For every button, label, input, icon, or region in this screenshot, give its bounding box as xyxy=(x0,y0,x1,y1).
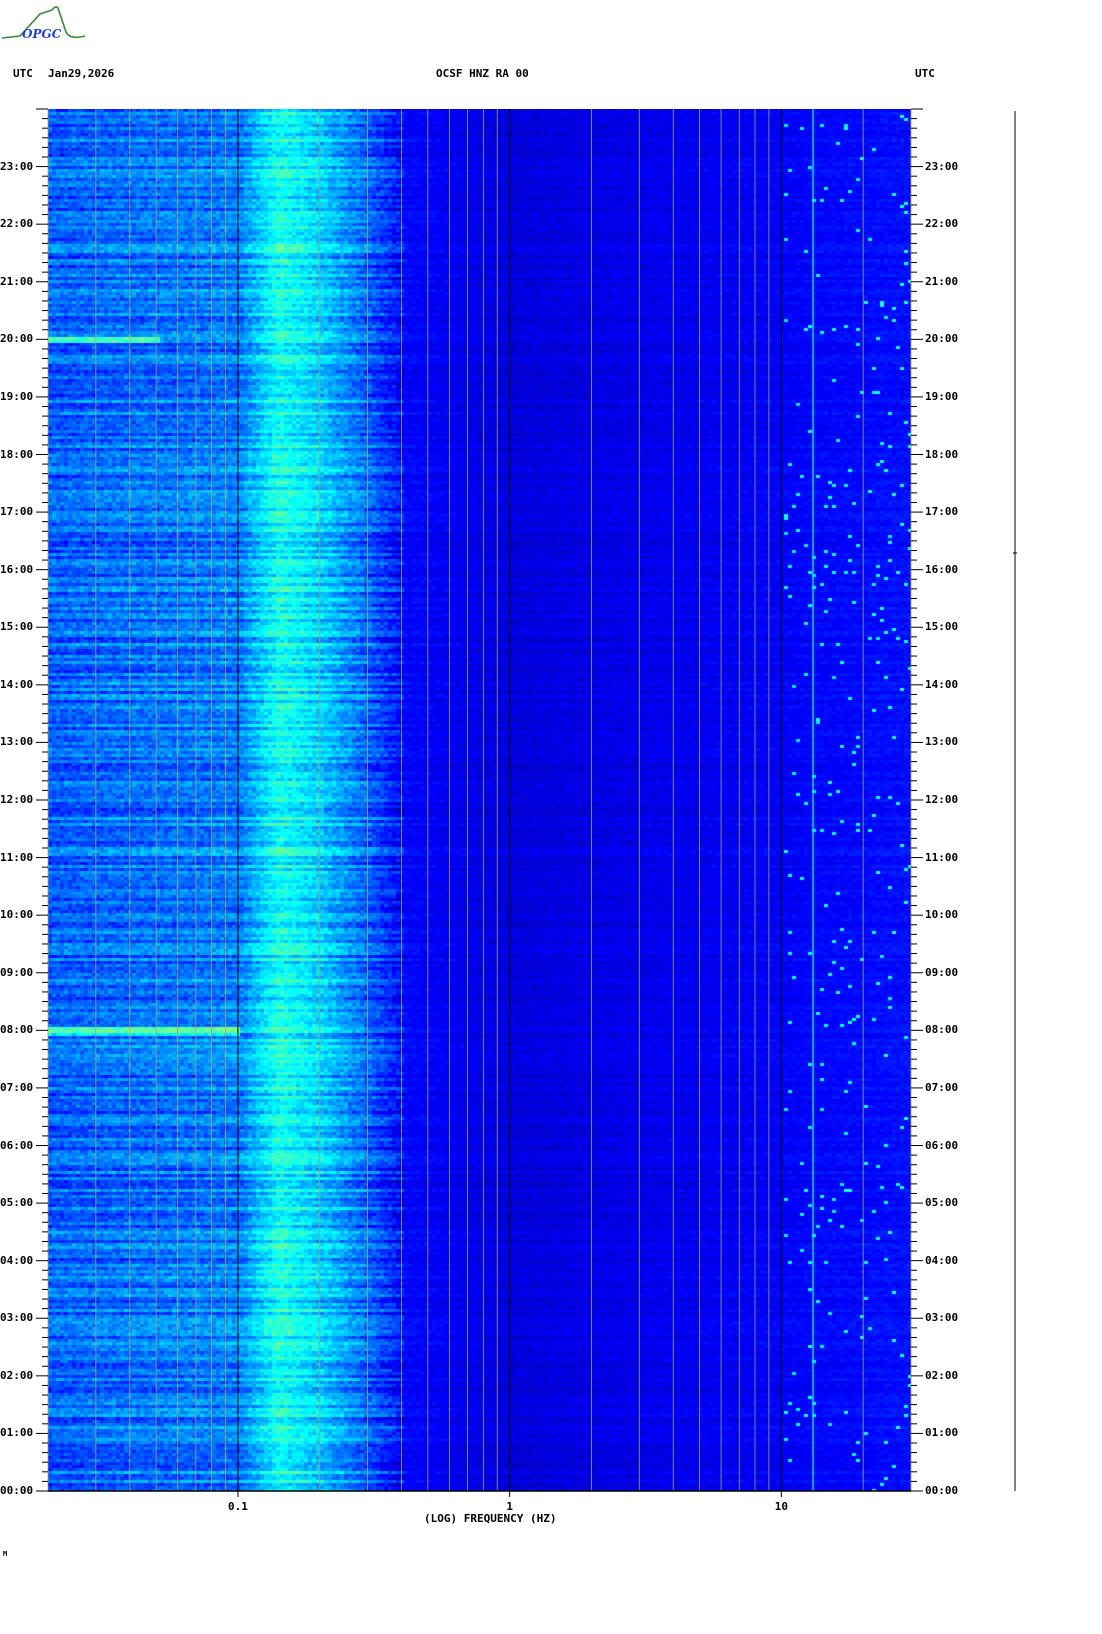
y-tick-label-right: 23:00 xyxy=(925,159,959,173)
y-tick-label-right: 02:00 xyxy=(925,1368,959,1382)
y-tick-label-left: 11:00 xyxy=(0,850,34,864)
y-tick-label-right: 05:00 xyxy=(925,1196,959,1210)
spectrogram-plot-area xyxy=(48,109,911,1491)
y-tick-label-right: 13:00 xyxy=(925,735,959,749)
y-tick-label-left: 07:00 xyxy=(0,1080,34,1094)
y-tick-label-right: 01:00 xyxy=(925,1426,959,1440)
y-tick-label-right: 10:00 xyxy=(925,908,959,922)
y-tick-label-right: 14:00 xyxy=(925,677,959,691)
y-tick-label-left: 09:00 xyxy=(0,965,34,979)
y-tick-label-right: 22:00 xyxy=(925,217,959,231)
y-tick-label-left: 04:00 xyxy=(0,1253,34,1267)
y-tick-label-left: 17:00 xyxy=(0,505,34,519)
y-tick-label-right: 04:00 xyxy=(925,1253,959,1267)
y-tick-label-right: 06:00 xyxy=(925,1138,959,1152)
y-tick-label-left: 05:00 xyxy=(0,1196,34,1210)
y-tick-label-left: 01:00 xyxy=(0,1426,34,1440)
y-tick-label-left: 15:00 xyxy=(0,620,34,634)
opgc-logo: OPGC xyxy=(1,6,86,41)
y-tick-label-left: 14:00 xyxy=(0,677,34,691)
y-tick-label-right: 21:00 xyxy=(925,274,959,288)
y-tick-label-left: 19:00 xyxy=(0,389,34,403)
x-tick-label: 0.1 xyxy=(228,1500,248,1513)
y-tick-label-right: 16:00 xyxy=(925,562,959,576)
x-tick-label: 1 xyxy=(506,1500,513,1513)
y-tick-label-right: 15:00 xyxy=(925,620,959,634)
y-tick-label-left: 12:00 xyxy=(0,793,34,806)
y-tick-label-left: 06:00 xyxy=(0,1138,34,1152)
y-tick-label-left: 10:00 xyxy=(0,908,34,922)
y-tick-label-left: 20:00 xyxy=(0,332,34,346)
y-tick-label-left: 22:00 xyxy=(0,217,34,231)
y-tick-label-left: 18:00 xyxy=(0,447,34,461)
y-tick-label-right: 11:00 xyxy=(925,850,959,864)
y-tick-label-right: 03:00 xyxy=(925,1311,959,1325)
footer-mark: M xyxy=(3,1550,8,1558)
y-tick-label-left: 21:00 xyxy=(0,274,34,288)
chart-title: OCSF HNZ RA 00 xyxy=(436,67,529,80)
date-label: Jan29,2026 xyxy=(48,67,115,80)
y-tick-label-right: 18:00 xyxy=(925,447,959,461)
y-tick-label-left: 00:00 xyxy=(0,1484,34,1497)
y-tick-label-right: 08:00 xyxy=(925,1023,959,1037)
y-tick-label-left: 02:00 xyxy=(0,1368,34,1382)
logo-text: OPGC xyxy=(22,27,62,41)
y-tick-label-left: 03:00 xyxy=(0,1311,34,1325)
y-tick-label-right: 20:00 xyxy=(925,332,959,346)
y-tick-label-right: 07:00 xyxy=(925,1080,959,1094)
x-axis-label: (LOG) FREQUENCY (HZ) xyxy=(424,1512,557,1525)
y-tick-label-left: 16:00 xyxy=(0,562,34,576)
spectrogram-heatmap xyxy=(48,109,911,1491)
y-tick-label-right: 09:00 xyxy=(925,965,959,979)
y-tick-label-right: 19:00 xyxy=(925,389,959,403)
x-tick-label: 10 xyxy=(774,1500,788,1513)
y-tick-label-left: 23:00 xyxy=(0,159,34,173)
y-tick-label-right: 17:00 xyxy=(925,505,959,519)
y-tick-label-left: 08:00 xyxy=(0,1023,34,1037)
y-tick-label-right: 00:00 xyxy=(925,1484,959,1497)
y-tick-label-right: 12:00 xyxy=(925,793,959,806)
right-timezone: UTC xyxy=(915,67,935,80)
y-tick-label-left: 13:00 xyxy=(0,735,34,749)
left-timezone: UTC xyxy=(13,67,33,80)
